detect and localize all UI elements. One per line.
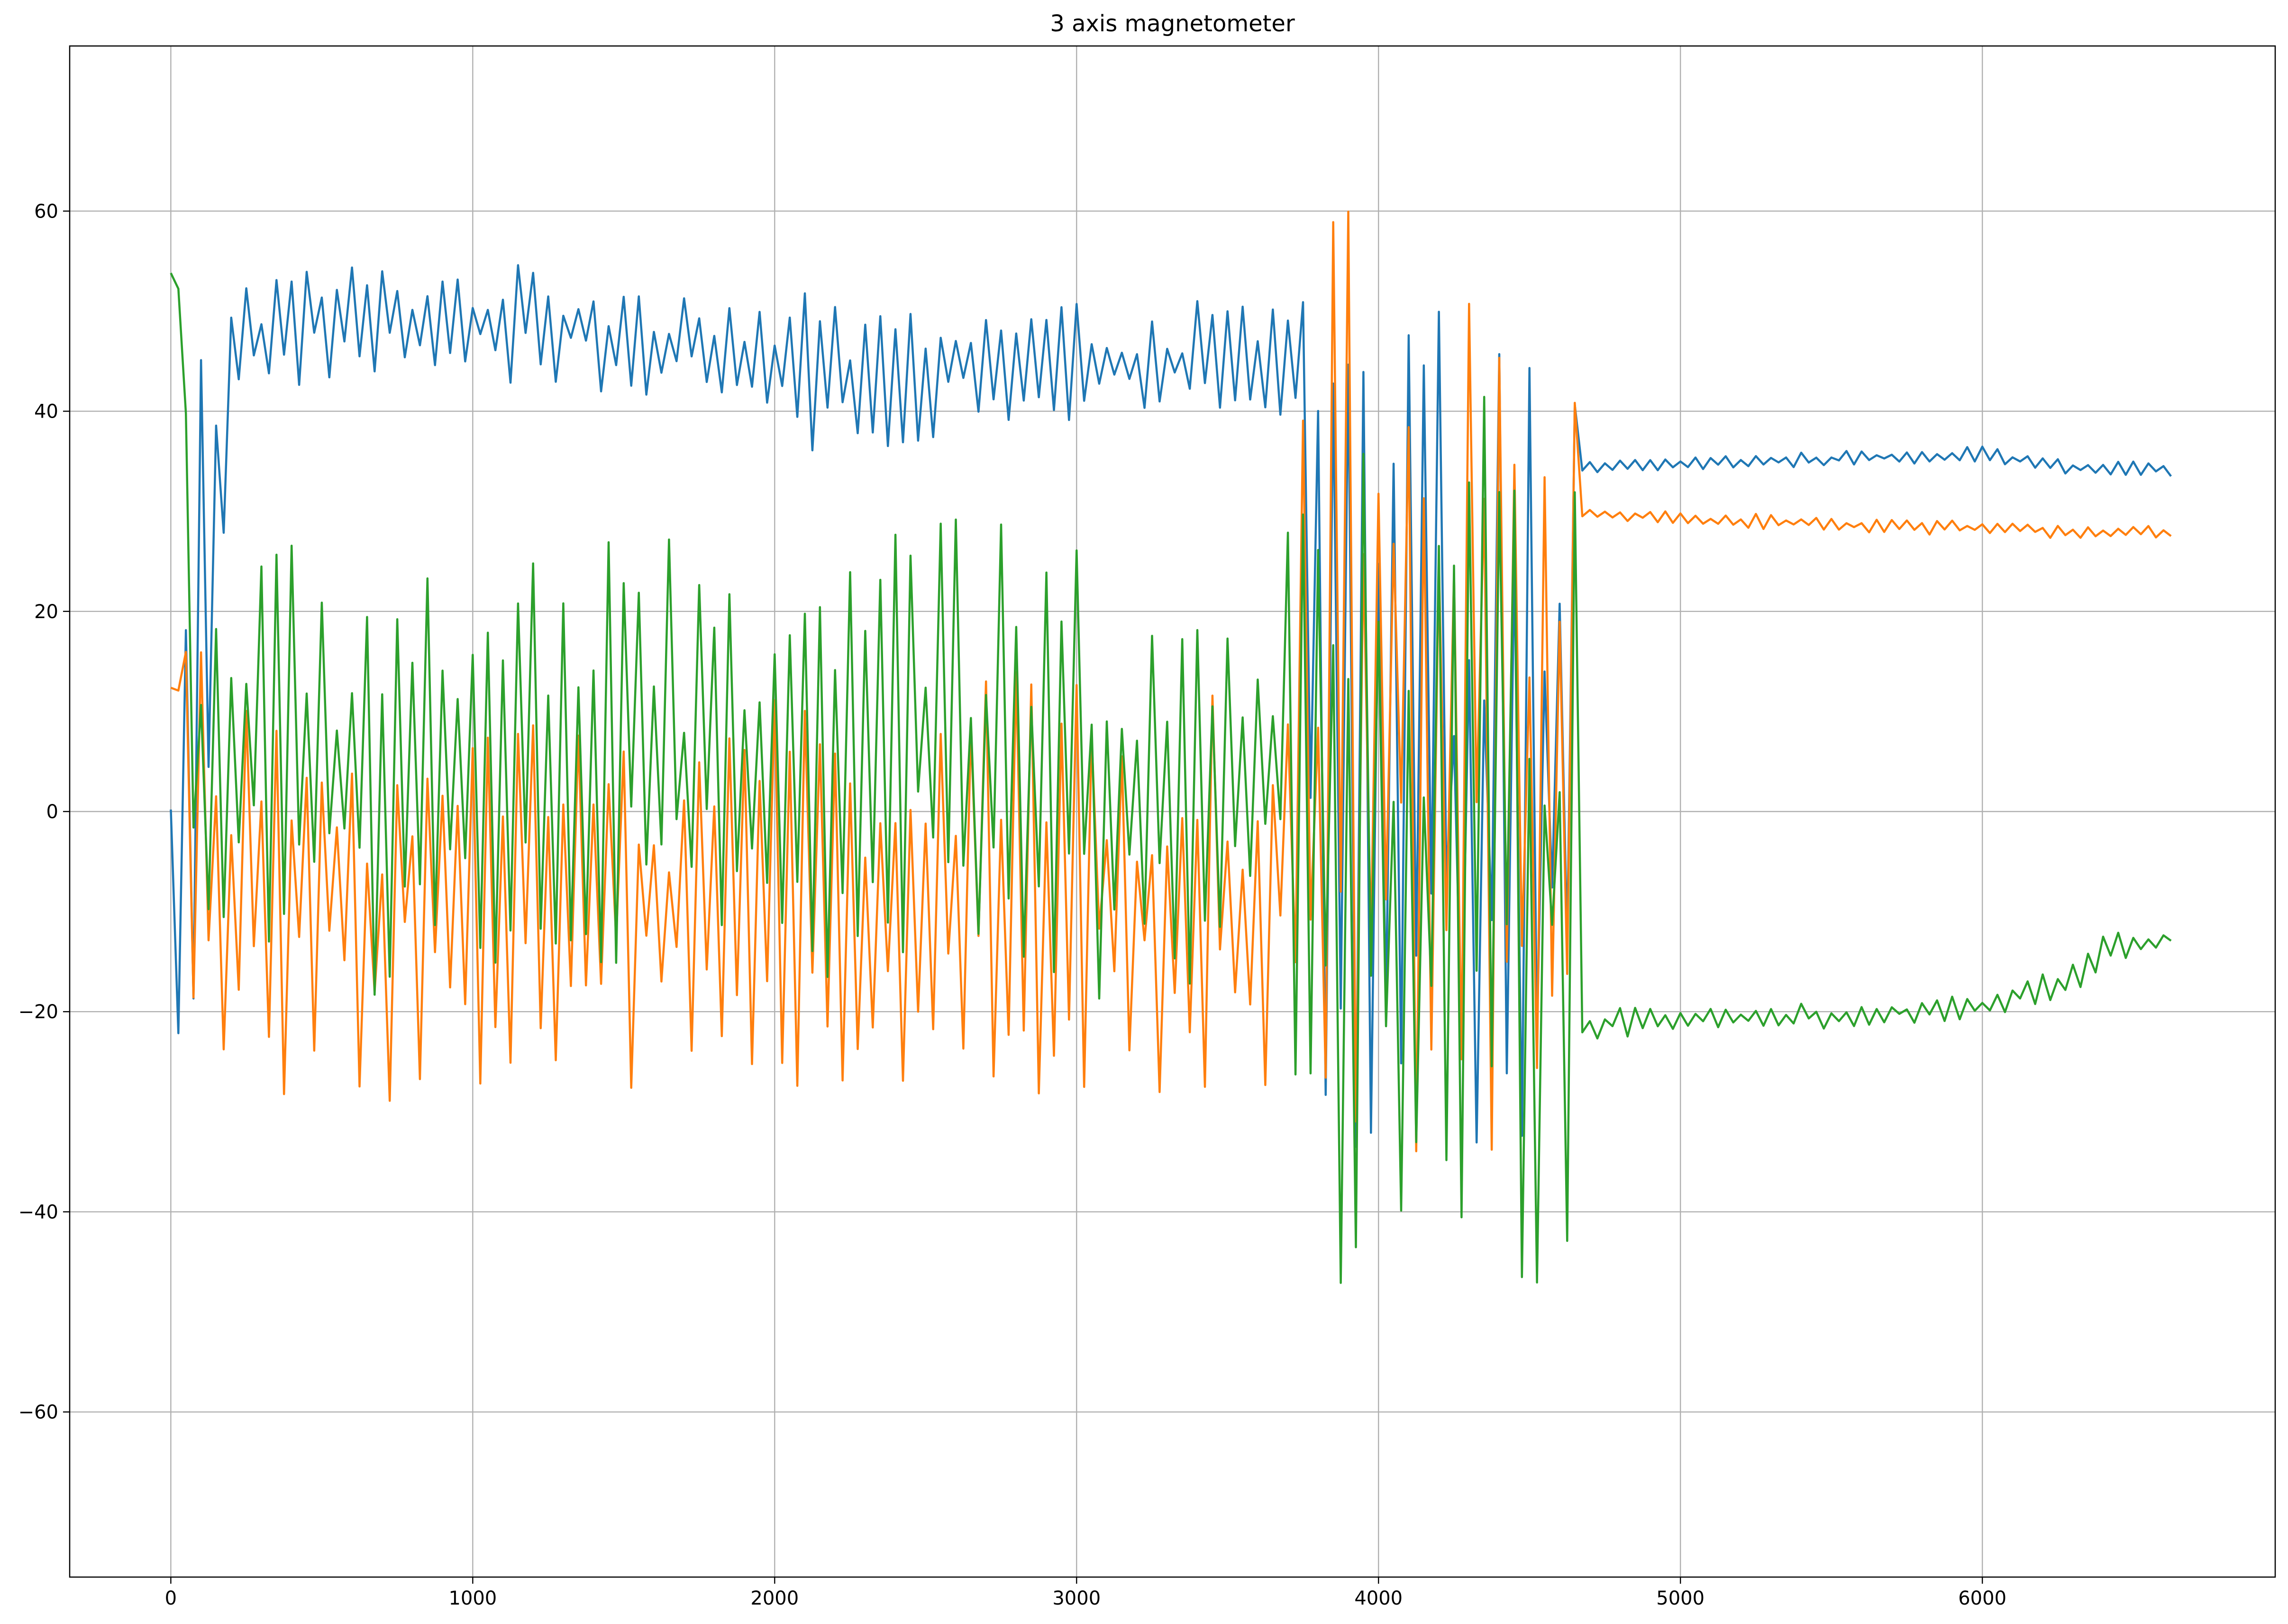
x-tick-label: 0 — [165, 1588, 177, 1609]
chart-title: 3 axis magnetometer — [1050, 10, 1295, 37]
y-tick-label: 40 — [34, 401, 58, 423]
x-tick-label: 2000 — [750, 1588, 799, 1609]
y-tick-label: 0 — [46, 801, 58, 823]
series-line-x — [170, 264, 2172, 1148]
x-tick-label: 6000 — [1958, 1588, 2006, 1609]
series-lines — [170, 210, 2172, 1284]
x-tick-label: 1000 — [448, 1588, 497, 1609]
y-tick-label: 20 — [34, 601, 58, 623]
y-tick-label: 60 — [34, 201, 58, 222]
series-line-z — [170, 273, 2172, 1284]
x-tick-label: 5000 — [1656, 1588, 1705, 1609]
series-line-y — [170, 210, 2172, 1152]
axis-ticks: 0 1000 2000 3000 4000 5000 6000 −60 −40 −20 0 20 40 6… — [18, 201, 2006, 1609]
x-tick-label: 4000 — [1354, 1588, 1403, 1609]
x-tick-label: 3000 — [1052, 1588, 1101, 1609]
y-tick-label: −40 — [18, 1201, 58, 1223]
y-tick-label: −20 — [18, 1001, 58, 1023]
y-tick-label: −60 — [18, 1402, 58, 1423]
